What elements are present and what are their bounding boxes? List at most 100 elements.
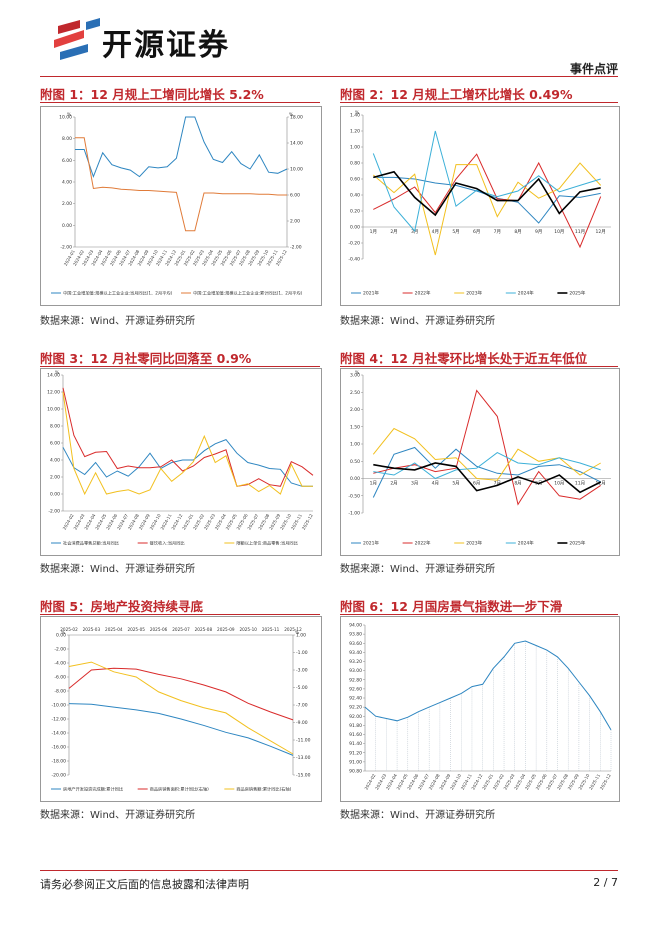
y-tick-left-label: 0.00 (50, 492, 60, 498)
y-tick-left-label: -12.00 (51, 717, 66, 723)
y-unit-right: % (289, 112, 294, 118)
chart-4-svg: -1.00 -0.50 0.00 0.50 1.00 1.50 2.00 2.50 3.00% 1… (348, 370, 611, 547)
x-tick-label: 5月 (452, 481, 459, 487)
x-tick-label: 7月 (494, 481, 501, 487)
series-line-2 (68, 661, 294, 755)
y-tick-left-label: 92.20 (349, 705, 362, 711)
logo-mark-mid (54, 30, 84, 48)
legend-label: 中国:工业增加值:规模以上工业企业:当月同比(1、2月平均) (63, 290, 173, 297)
panel-4-title: 附图 4：12 月社零环比增长处于近五年低位 (340, 351, 588, 366)
legend-label: 2022年 (415, 540, 431, 547)
chart-1-svg: -2.00 0.00 2.00 4.00 6.00 8.00 10.00% -2.00 2.00… (51, 112, 303, 297)
panel-3-source: 数据来源：Wind、开源证券研究所 (40, 564, 196, 575)
x-tick-label: 11月 (575, 229, 585, 235)
series-line-1 (62, 387, 314, 487)
y-tick-left-label: -2.00 (60, 245, 72, 251)
series-line-0 (68, 703, 294, 756)
series-line-1 (373, 153, 602, 249)
panel-2-title: 附图 2：12 月规上工增环比增长 0.49% (340, 87, 573, 102)
y-tick-left-label: 6.00 (62, 158, 72, 164)
y-tick-left-label: -0.50 (348, 493, 360, 499)
x-tick-label: 2025-10 (239, 627, 257, 632)
y-tick-left-label: 1.40 (350, 113, 360, 119)
y-tick-left-label: -2.00 (48, 509, 60, 515)
series-line-3 (372, 130, 601, 233)
y-tick-left-label: -10.00 (51, 703, 66, 709)
series-line-2 (62, 391, 313, 496)
legend-label: 商品房销售额:累计同比(右轴) (236, 786, 291, 793)
y-tick-left-label: 1.20 (350, 129, 360, 135)
series-line-4 (373, 462, 602, 494)
x-tick-label: 10月 (554, 481, 564, 487)
y-tick-left-label: 0.80 (350, 161, 360, 167)
y-tick-right-label: -7.00 (296, 703, 308, 709)
panel-4-source: 数据来源：Wind、开源证券研究所 (340, 564, 496, 575)
y-tick-left-label: 0.50 (350, 459, 360, 465)
y-tick-left-label: 4.00 (62, 180, 72, 186)
y-tick-left-label: 3.00 (350, 373, 360, 379)
y-tick-left-label: 10.00 (47, 407, 60, 413)
legend-label: 2024年 (518, 540, 534, 547)
y-tick-right-label: -1.00 (296, 650, 308, 656)
y-tick-left-label: 0.00 (62, 223, 72, 229)
panel-6-chart: 90.80 91.00 91.20 91.40 91.60 91.80 92.00 92.20… (340, 616, 620, 802)
x-tick-label: 12月 (596, 481, 606, 487)
y-tick-right-label: -3.00 (296, 668, 308, 674)
company-logo (54, 18, 100, 60)
y-tick-left-label: 91.80 (349, 723, 362, 729)
chart-5-svg: -20.00 -18.00 -16.00 -14.00 -12.00 -10.00 -8.0… (51, 627, 311, 793)
chart-2-svg: -0.40 -0.20 0.00 0.20 0.40 0.60 0.80 1.00 1.20 1.… (348, 110, 611, 297)
y-tick-left-label: 1.50 (350, 424, 360, 430)
legend-label: 中国:工业增加值:规模以上工业企业:累计同比(1、2月平均) (193, 290, 303, 297)
panel-1-source: 数据来源：Wind、开源证券研究所 (40, 316, 196, 327)
y-tick-left-label: -2.00 (54, 647, 66, 653)
y-tick-left-label: -8.00 (54, 689, 66, 695)
y-tick-left-label: 92.60 (349, 686, 362, 692)
y-tick-left-label: 93.60 (349, 641, 362, 647)
logo-mark-bottom (60, 44, 88, 60)
series-line-4 (373, 170, 601, 217)
panel-1-title: 附图 1：12 月规上工增同比增长 5.2% (40, 87, 264, 102)
y-tick-left-label: 14.00 (47, 373, 60, 379)
y-tick-left-label: -4.00 (54, 661, 66, 667)
series-line-0 (62, 439, 313, 487)
panel-5-title-rule (40, 614, 320, 615)
series-line-0 (364, 640, 612, 731)
y-tick-left-label: 91.20 (349, 750, 362, 756)
footer-disclaimer: 请务必参阅正文后面的信息披露和法律声明 (40, 878, 249, 891)
chart-6-svg: 90.80 91.00 91.20 91.40 91.60 91.80 92.00 92.20… (349, 623, 612, 791)
x-tick-label: 2025-03 (83, 627, 101, 632)
y-tick-right-label: -15.00 (296, 773, 311, 779)
panel-3-chart: -2.00 0.00 2.00 4.00 6.00 8.00 10.00 12.00 14.00… (40, 368, 322, 556)
panel-3-title-rule (40, 366, 320, 367)
y-tick-left-label: 93.00 (349, 668, 362, 674)
y-tick-right-label: -9.00 (296, 720, 308, 726)
y-unit-left: % (67, 112, 72, 118)
x-tick-label: 5月 (452, 229, 459, 235)
y-tick-left-label: 93.40 (349, 650, 362, 656)
y-tick-left-label: 92.40 (349, 696, 362, 702)
x-tick-label: 8月 (514, 481, 521, 487)
y-tick-right-label: 10.00 (290, 167, 303, 173)
series-line-2 (372, 427, 601, 481)
x-tick-label: 12月 (596, 229, 606, 235)
x-tick-label: 2025-08 (195, 627, 213, 632)
x-tick-label: 4月 (432, 481, 439, 487)
y-tick-left-label: 6.00 (50, 441, 60, 447)
y-unit-left: % (61, 630, 66, 636)
y-tick-left-label: 0.60 (350, 177, 360, 183)
logo-text: 开源证券 (102, 28, 230, 63)
x-tick-label: 2025-06 (150, 627, 168, 632)
y-tick-right-label: -2.00 (290, 245, 302, 251)
y-tick-left-label: 0.00 (350, 476, 360, 482)
y-tick-right-label: -13.00 (296, 755, 311, 761)
x-tick-label: 10月 (554, 229, 564, 235)
x-tick-label: 3月 (411, 481, 418, 487)
y-tick-left-label: 0.20 (350, 209, 360, 215)
y-tick-left-label: -20.00 (51, 773, 66, 779)
y-tick-left-label: -18.00 (51, 759, 66, 765)
y-unit-left: % (355, 110, 360, 116)
y-tick-left-label: 8.00 (50, 424, 60, 430)
x-tick-label: 2025-07 (172, 627, 190, 632)
legend-label: 限额以上单位:商品零售:当月同比 (236, 540, 297, 547)
